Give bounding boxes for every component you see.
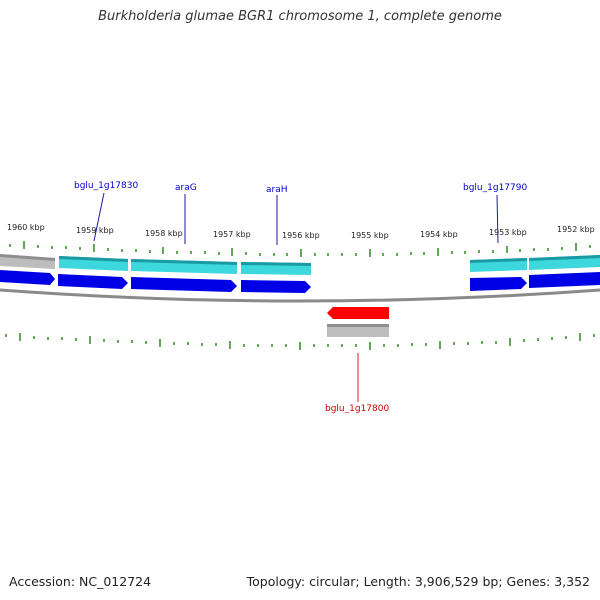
kbp-label-1957: 1957 kbp <box>213 230 251 239</box>
kbp-label-1955: 1955 kbp <box>351 231 389 240</box>
gene-arrow-araG[interactable] <box>131 277 237 292</box>
kbp-label-1960: 1960 kbp <box>7 223 45 232</box>
gene-label-araG[interactable]: araG <box>175 183 197 193</box>
gene-label-bglu_1g17790[interactable]: bglu_1g17790 <box>463 183 527 193</box>
gene-arrow-bglu_1g17830[interactable] <box>58 274 128 289</box>
gene-labels: bglu_1g17830 araG araH bglu_1g17790 bglu… <box>74 181 527 414</box>
kbp-labels: 1960 kbp 1959 kbp 1958 kbp 1957 kbp 1956… <box>7 223 595 240</box>
genome-title: Burkholderia glumae BGR1 chromosome 1, c… <box>98 9 502 24</box>
outer-tick-row <box>9 241 591 257</box>
genome-stats-text: Topology: circular; Length: 3,906,529 bp… <box>246 574 590 589</box>
kbp-label-1952: 1952 kbp <box>557 225 595 234</box>
forward-gene-track <box>0 270 600 293</box>
gene-arrow-araH[interactable] <box>241 280 311 293</box>
kbp-label-1959: 1959 kbp <box>76 226 114 235</box>
gene-label-bglu_1g17800[interactable]: bglu_1g17800 <box>325 404 389 414</box>
kbp-label-1953: 1953 kbp <box>489 228 527 237</box>
gene-arrow-bglu_1g17790[interactable] <box>470 277 527 291</box>
gene-arrow-right-edge[interactable] <box>529 272 600 288</box>
inner-tick-row <box>5 333 595 350</box>
gene-arrow-left-edge[interactable] <box>0 270 55 285</box>
gene-label-bglu_1g17830[interactable]: bglu_1g17830 <box>74 181 138 191</box>
kbp-label-1954: 1954 kbp <box>420 230 458 239</box>
accession-text: Accession: NC_012724 <box>9 574 152 589</box>
gene-label-araH[interactable]: araH <box>266 185 288 195</box>
genome-backbone <box>0 288 600 303</box>
label-leader-lines <box>93 192 499 402</box>
pseudo-gene-bglu_1g17800[interactable] <box>327 324 389 337</box>
reverse-gene-track <box>327 307 389 337</box>
gene-arrow-bglu_1g17800[interactable] <box>327 307 389 319</box>
kbp-label-1958: 1958 kbp <box>145 229 183 238</box>
kbp-label-1956: 1956 kbp <box>282 231 320 240</box>
forward-gene-track-light <box>0 254 600 275</box>
